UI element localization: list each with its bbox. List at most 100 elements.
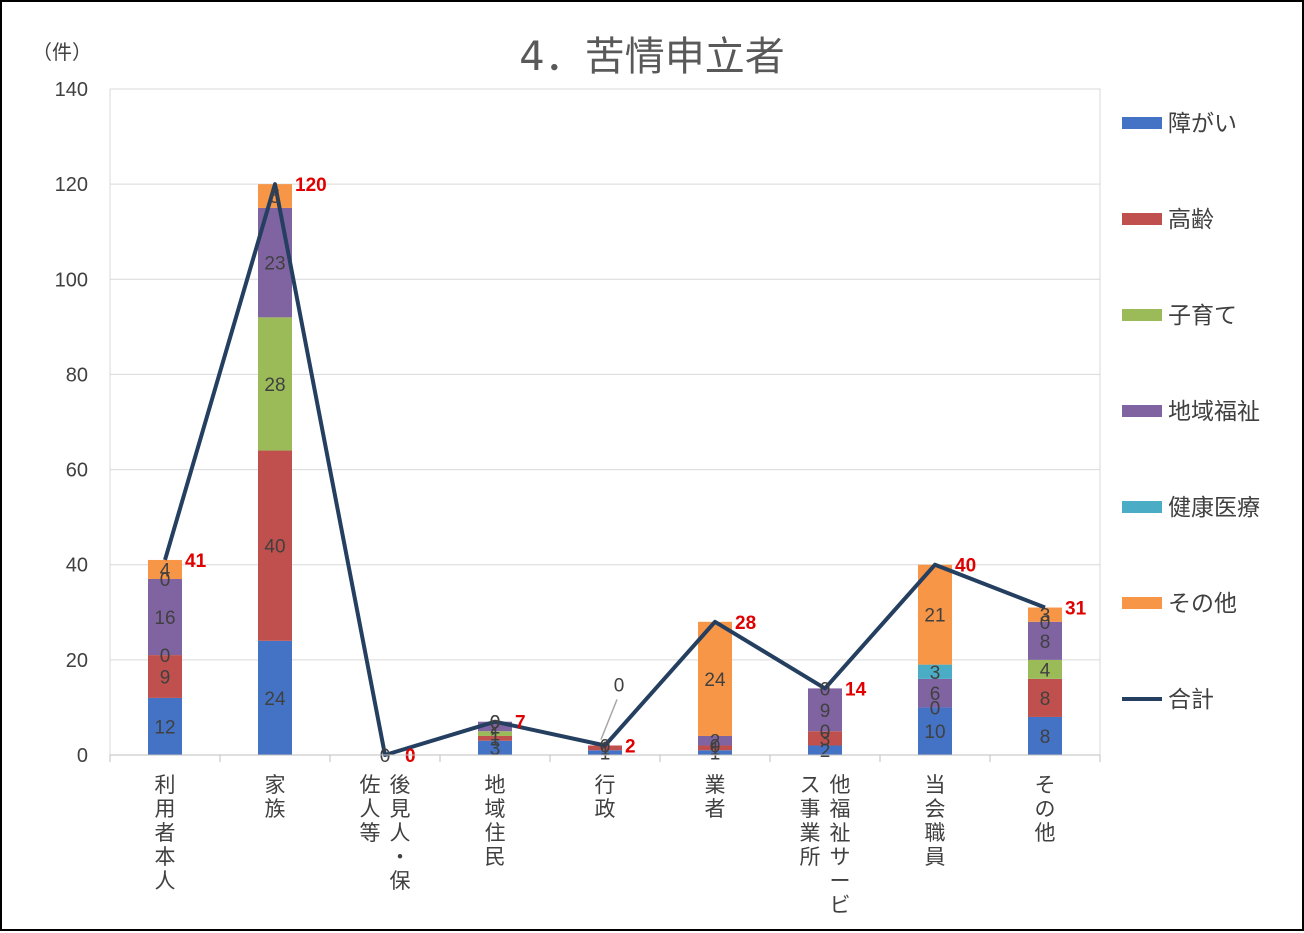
x-tick-char: 家 [265, 773, 286, 797]
y-axis-unit-label: （件） [32, 40, 92, 64]
segment-data-label: 2 [490, 717, 501, 738]
bar-segment [478, 721, 512, 732]
bar-segment [1028, 607, 1062, 622]
segment-data-label: 2 [820, 741, 831, 762]
bar-segment [808, 745, 842, 755]
x-tick-char: 人 [155, 869, 176, 893]
bar-segment [478, 731, 512, 736]
total-data-label: 2 [625, 736, 636, 757]
bar-segment [698, 750, 732, 755]
bar-segment [1028, 659, 1062, 679]
total-data-label: 7 [515, 713, 526, 734]
y-tick-label: 100 [55, 269, 88, 291]
leader-line [600, 699, 618, 740]
x-tick-char: 所 [800, 845, 821, 869]
segment-data-label: 0 [1040, 613, 1051, 634]
total-data-label: 31 [1065, 599, 1087, 620]
bar-segment [258, 317, 292, 451]
x-tick-char: 用 [155, 797, 176, 821]
x-tick-char: 保 [390, 869, 411, 893]
x-tick-char: 族 [265, 797, 286, 821]
bar-segment [588, 745, 622, 751]
total-line [163, 182, 1046, 757]
x-tick-char: 地 [485, 773, 506, 797]
segment-data-label: 6 [930, 684, 941, 705]
segment-data-label: 0 [160, 646, 171, 667]
x-tick-char: 職 [925, 821, 946, 845]
x-tick-char: 業 [800, 821, 821, 845]
x-tick-char: 事 [800, 797, 821, 821]
segment-data-label: 3 [930, 663, 941, 684]
bar-segment [698, 745, 732, 751]
x-tick-char: 業 [705, 773, 726, 797]
bar-segment [698, 621, 732, 736]
legend-swatch [1122, 501, 1162, 513]
total-data-label: 28 [735, 613, 756, 634]
segment-data-label: 8 [1040, 632, 1051, 653]
total-data-label: 40 [955, 556, 976, 577]
segment-data-label: 9 [160, 668, 171, 689]
x-tick-label: 後見人・保 佐人等 [360, 773, 411, 893]
segment-data-label: 3 [490, 739, 501, 760]
bar-segment [258, 184, 292, 208]
segment-data-label: 28 [264, 375, 285, 396]
x-tick-char: 域 [485, 797, 506, 821]
bar-segment [918, 564, 952, 665]
y-tick-label: 120 [55, 174, 88, 196]
bar-segment [148, 697, 182, 755]
legend-item: 子育て [1122, 303, 1237, 329]
x-tick-label: その他 [1035, 773, 1056, 845]
x-tick-char: 他 [1035, 821, 1056, 845]
segment-data-label: 21 [924, 606, 945, 627]
legend-swatch [1122, 597, 1162, 609]
x-tick-char: 他 [830, 773, 851, 797]
legend-item: 高齢 [1122, 207, 1214, 233]
callout-data-label: 0 [614, 675, 625, 696]
segment-data-label: 9 [820, 701, 831, 722]
x-tick-char: 員 [925, 845, 946, 869]
bar-segment [148, 578, 182, 656]
x-tick-label: 行政 [595, 773, 616, 821]
segment-data-label: 0 [710, 736, 721, 757]
x-tick-char: 佐 [360, 773, 381, 797]
x-tick-char: ー [830, 869, 851, 893]
bar-segment [918, 678, 952, 708]
legend-label: 子育て [1168, 303, 1237, 329]
legend-item: その他 [1122, 591, 1237, 617]
total-data-label: 14 [845, 679, 867, 700]
x-tick-char: 福 [830, 797, 851, 821]
x-tick-label: 家族 [265, 773, 286, 821]
total-data-label: 41 [185, 551, 207, 572]
segment-data-label: 1 [490, 729, 501, 750]
legend-label: その他 [1168, 591, 1237, 617]
x-tick-char: 等 [360, 821, 381, 845]
legend-label: 合計 [1168, 687, 1214, 713]
segment-data-label: 1 [490, 725, 501, 746]
segment-data-label: 10 [924, 722, 945, 743]
x-tick-char: ・ [390, 845, 411, 869]
x-tick-char: 民 [485, 845, 506, 869]
bar-segment [478, 740, 512, 755]
legend-swatch [1122, 117, 1162, 129]
x-tick-char: 人 [360, 797, 381, 821]
segment-data-label: 0 [820, 722, 831, 743]
segment-data-label: 0 [380, 746, 391, 767]
legend-swatch [1122, 213, 1162, 225]
x-tick-char: ス [800, 773, 821, 797]
segment-data-label: 1 [600, 744, 611, 765]
segment-data-label: 24 [264, 689, 286, 710]
segment-data-label: 4 [160, 560, 171, 581]
segment-data-label: 8 [1040, 689, 1051, 710]
y-tick-label: 80 [66, 364, 88, 386]
x-tick-char: 本 [155, 845, 176, 869]
x-tick-char: ビ [830, 893, 851, 917]
x-tick-char: 行 [595, 773, 616, 797]
segment-data-label: 0 [490, 713, 501, 734]
total-data-label: 120 [295, 175, 327, 196]
y-tick-label: 140 [55, 79, 88, 101]
legend-item: 健康医療 [1122, 495, 1260, 521]
